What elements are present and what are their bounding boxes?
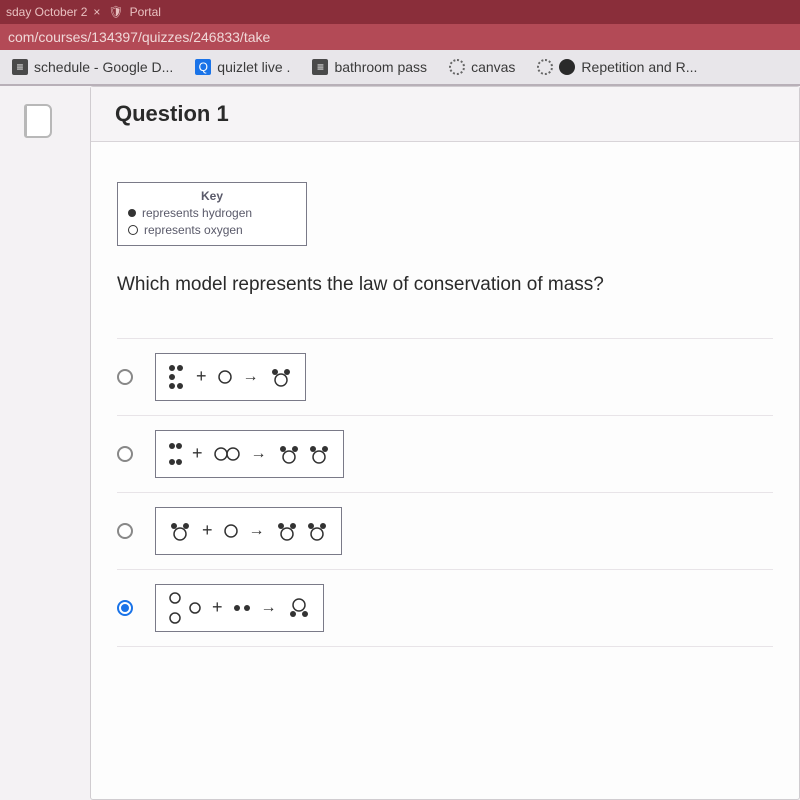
bookmark-label: Repetition and R... [581, 59, 697, 75]
radio-button[interactable] [117, 523, 133, 539]
url-bar[interactable]: com/courses/134397/quizzes/246833/take [0, 24, 800, 50]
key-row-oxygen: represents oxygen [128, 222, 296, 239]
legend-key: Key represents hydrogen represents oxyge… [117, 182, 307, 246]
option-d[interactable]: + → [117, 569, 773, 647]
arrow-icon: → [249, 522, 265, 540]
bookmark-repetition[interactable]: Repetition and R... [537, 59, 697, 75]
tab-favicon: 🛡 [108, 5, 123, 19]
radio-button[interactable] [117, 446, 133, 462]
radio-button-selected[interactable] [117, 600, 133, 616]
model-diagram-d: + → [155, 584, 324, 632]
model-diagram-a: + → [155, 353, 306, 401]
browser-tab-1[interactable]: sday October 2 × [6, 5, 100, 19]
flag-icon[interactable] [24, 104, 52, 138]
option-b[interactable]: + → [117, 415, 773, 492]
quizlet-icon: Q [195, 59, 211, 75]
key-label: represents oxygen [144, 222, 243, 239]
filled-dot-icon [128, 209, 136, 217]
bookmark-canvas[interactable]: canvas [449, 59, 515, 75]
radio-button[interactable] [117, 369, 133, 385]
key-title: Key [128, 189, 296, 203]
open-dot-icon [128, 225, 138, 235]
plus-icon: + [196, 366, 207, 387]
question-header: Question 1 [91, 87, 799, 142]
dark-circle-icon [559, 59, 575, 75]
list-icon: ≡ [312, 59, 328, 75]
model-diagram-c: + → [155, 507, 342, 555]
question-gutter [0, 86, 90, 800]
plus-icon: + [202, 520, 213, 541]
arrow-icon: → [251, 445, 267, 463]
arrow-icon: → [261, 599, 277, 617]
arrow-icon: → [243, 368, 259, 386]
bookmark-quizlet[interactable]: Q quizlet live . [195, 59, 290, 75]
key-row-hydrogen: represents hydrogen [128, 205, 296, 222]
key-label: represents hydrogen [142, 205, 252, 222]
bookmark-bathroom[interactable]: ≡ bathroom pass [312, 59, 427, 75]
bookmarks-bar: ≡ schedule - Google D... Q quizlet live … [0, 50, 800, 86]
browser-tab-2[interactable]: 🛡 Portal [108, 5, 161, 19]
canvas-icon [537, 59, 553, 75]
bookmark-schedule[interactable]: ≡ schedule - Google D... [12, 59, 173, 75]
option-c[interactable]: + → [117, 492, 773, 569]
question-card: Question 1 Key represents hydrogen repre… [90, 86, 800, 800]
list-icon: ≡ [12, 59, 28, 75]
question-body: Key represents hydrogen represents oxyge… [91, 142, 799, 667]
bookmark-label: bathroom pass [334, 59, 427, 75]
close-icon[interactable]: × [93, 5, 100, 19]
option-a[interactable]: + → [117, 338, 773, 415]
canvas-icon [449, 59, 465, 75]
bookmark-label: canvas [471, 59, 515, 75]
model-diagram-b: + → [155, 430, 344, 478]
browser-tab-strip: sday October 2 × 🛡 Portal [0, 0, 800, 24]
answer-options: + → [117, 338, 773, 647]
question-prompt: Which model represents the law of conser… [117, 274, 773, 296]
url-text: com/courses/134397/quizzes/246833/take [8, 29, 270, 45]
plus-icon: + [192, 443, 203, 464]
question-title: Question 1 [115, 101, 775, 127]
bookmark-label: quizlet live . [217, 59, 290, 75]
tab-title-2: Portal [130, 5, 161, 19]
plus-icon: + [212, 597, 223, 618]
tab-title: sday October 2 [6, 5, 87, 19]
quiz-page: Question 1 Key represents hydrogen repre… [0, 86, 800, 800]
bookmark-label: schedule - Google D... [34, 59, 173, 75]
